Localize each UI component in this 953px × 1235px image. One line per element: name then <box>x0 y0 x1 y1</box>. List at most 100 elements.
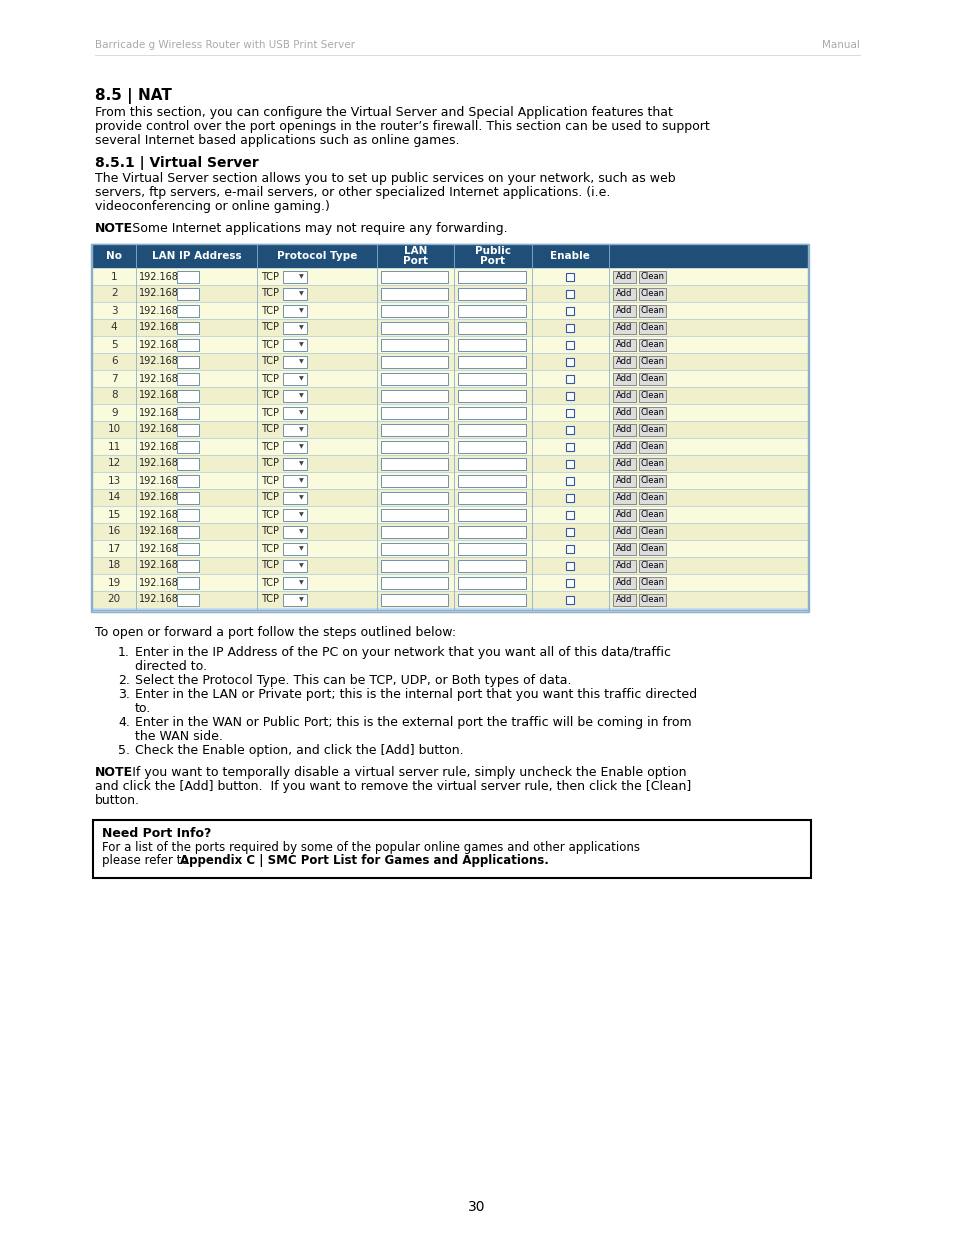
Bar <box>177 509 199 520</box>
Text: Clean: Clean <box>639 357 663 366</box>
Bar <box>457 424 525 436</box>
Text: Add: Add <box>616 459 632 468</box>
Text: 192.168.2.: 192.168.2. <box>139 272 192 282</box>
Text: Appendix C | SMC Port List for Games and Applications.: Appendix C | SMC Port List for Games and… <box>179 853 548 867</box>
Bar <box>91 285 807 303</box>
Text: : If you want to temporally disable a virtual server rule, simply uncheck the En: : If you want to temporally disable a vi… <box>124 766 686 779</box>
Bar <box>639 373 665 384</box>
Bar <box>380 424 448 436</box>
Text: ▼: ▼ <box>299 410 304 415</box>
Bar <box>613 559 636 572</box>
Text: ▼: ▼ <box>299 325 304 330</box>
Bar <box>177 356 199 368</box>
Text: and click the [Add] button.  If you want to remove the virtual server rule, then: and click the [Add] button. If you want … <box>95 781 691 793</box>
Bar <box>177 373 199 384</box>
Text: Select the Protocol Type. This can be TCP, UDP, or Both types of data.: Select the Protocol Type. This can be TC… <box>135 674 571 687</box>
Bar <box>457 594 525 605</box>
Bar <box>457 559 525 572</box>
Bar <box>91 540 807 557</box>
Bar <box>566 306 574 315</box>
Bar <box>639 321 665 333</box>
Text: Manual: Manual <box>821 40 859 49</box>
Bar <box>91 574 807 592</box>
Bar <box>639 559 665 572</box>
Bar <box>282 559 306 572</box>
Text: servers, ftp servers, e-mail servers, or other specialized Internet applications: servers, ftp servers, e-mail servers, or… <box>95 186 610 199</box>
Text: 192.168.2.: 192.168.2. <box>139 408 192 417</box>
Bar <box>282 474 306 487</box>
Text: The Virtual Server section allows you to set up public services on your network,: The Virtual Server section allows you to… <box>95 172 675 185</box>
Text: Clean: Clean <box>639 306 663 315</box>
Text: 9: 9 <box>111 408 117 417</box>
Bar <box>613 389 636 401</box>
Text: ▼: ▼ <box>299 393 304 398</box>
Text: ▼: ▼ <box>299 359 304 364</box>
Text: Barricade g Wireless Router with USB Print Server: Barricade g Wireless Router with USB Pri… <box>95 40 355 49</box>
Text: 4: 4 <box>111 322 117 332</box>
Text: ▼: ▼ <box>299 342 304 347</box>
Bar <box>566 289 574 298</box>
Bar <box>566 545 574 552</box>
Text: 192.168.2.: 192.168.2. <box>139 322 192 332</box>
Bar <box>613 356 636 368</box>
Bar <box>639 542 665 555</box>
Bar <box>380 526 448 537</box>
Text: LAN
Port: LAN Port <box>403 246 428 267</box>
Text: Clean: Clean <box>639 475 663 485</box>
Bar <box>457 509 525 520</box>
Text: Enter in the LAN or Private port; this is the internal port that you want this t: Enter in the LAN or Private port; this i… <box>135 688 697 701</box>
Bar <box>566 578 574 587</box>
Bar <box>380 389 448 401</box>
Text: 192.168.2.: 192.168.2. <box>139 578 192 588</box>
Text: 192.168.2.: 192.168.2. <box>139 340 192 350</box>
Bar <box>282 373 306 384</box>
Text: TCP: TCP <box>260 458 278 468</box>
Text: To open or forward a port follow the steps outlined below:: To open or forward a port follow the ste… <box>95 626 456 638</box>
Text: 192.168.2.: 192.168.2. <box>139 390 192 400</box>
Bar <box>91 454 807 472</box>
Text: 192.168.2.: 192.168.2. <box>139 561 192 571</box>
Bar <box>457 373 525 384</box>
Bar <box>639 389 665 401</box>
Bar <box>380 305 448 316</box>
Bar <box>457 526 525 537</box>
Text: ▼: ▼ <box>299 529 304 534</box>
Bar <box>566 324 574 331</box>
Text: ▼: ▼ <box>299 375 304 382</box>
Text: 192.168.2.: 192.168.2. <box>139 373 192 384</box>
Text: Add: Add <box>616 493 632 501</box>
Text: Clean: Clean <box>639 543 663 553</box>
Bar <box>91 472 807 489</box>
Text: Clean: Clean <box>639 391 663 400</box>
Text: Public
Port: Public Port <box>475 246 511 267</box>
Bar <box>639 356 665 368</box>
Text: 192.168.2.: 192.168.2. <box>139 441 192 452</box>
Bar <box>613 270 636 283</box>
Bar <box>177 305 199 316</box>
Text: 4.: 4. <box>118 716 130 729</box>
Text: 192.168.2.: 192.168.2. <box>139 475 192 485</box>
Text: Clean: Clean <box>639 340 663 350</box>
Text: ▼: ▼ <box>299 461 304 466</box>
Text: Clean: Clean <box>639 527 663 536</box>
Text: Add: Add <box>616 357 632 366</box>
Bar <box>177 577 199 589</box>
Bar <box>639 577 665 589</box>
Text: 192.168.2.: 192.168.2. <box>139 289 192 299</box>
Text: 7: 7 <box>111 373 117 384</box>
Bar <box>613 288 636 300</box>
Text: TCP: TCP <box>260 441 278 452</box>
Bar <box>380 457 448 469</box>
Text: No: No <box>106 251 122 261</box>
Text: TCP: TCP <box>260 475 278 485</box>
Text: the WAN side.: the WAN side. <box>135 730 223 743</box>
Text: 18: 18 <box>108 561 121 571</box>
Bar <box>639 338 665 351</box>
Text: 192.168.2.: 192.168.2. <box>139 357 192 367</box>
Text: directed to.: directed to. <box>135 659 207 673</box>
Text: Clean: Clean <box>639 272 663 282</box>
Text: ▼: ▼ <box>299 513 304 517</box>
Bar <box>282 594 306 605</box>
Bar <box>91 404 807 421</box>
Text: ▼: ▼ <box>299 546 304 551</box>
